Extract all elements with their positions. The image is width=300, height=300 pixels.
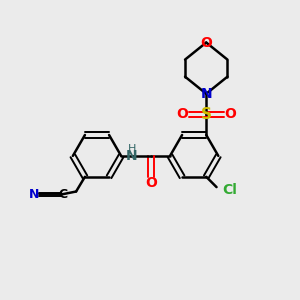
Text: O: O [145,176,157,190]
Text: Cl: Cl [222,183,237,197]
Text: N: N [29,188,39,201]
Text: S: S [201,107,212,122]
Text: O: O [200,35,212,50]
Text: C: C [58,188,68,201]
Text: H: H [128,144,136,154]
Text: O: O [176,107,188,122]
Text: N: N [200,87,212,101]
Text: O: O [224,107,236,122]
Text: N: N [126,149,138,163]
